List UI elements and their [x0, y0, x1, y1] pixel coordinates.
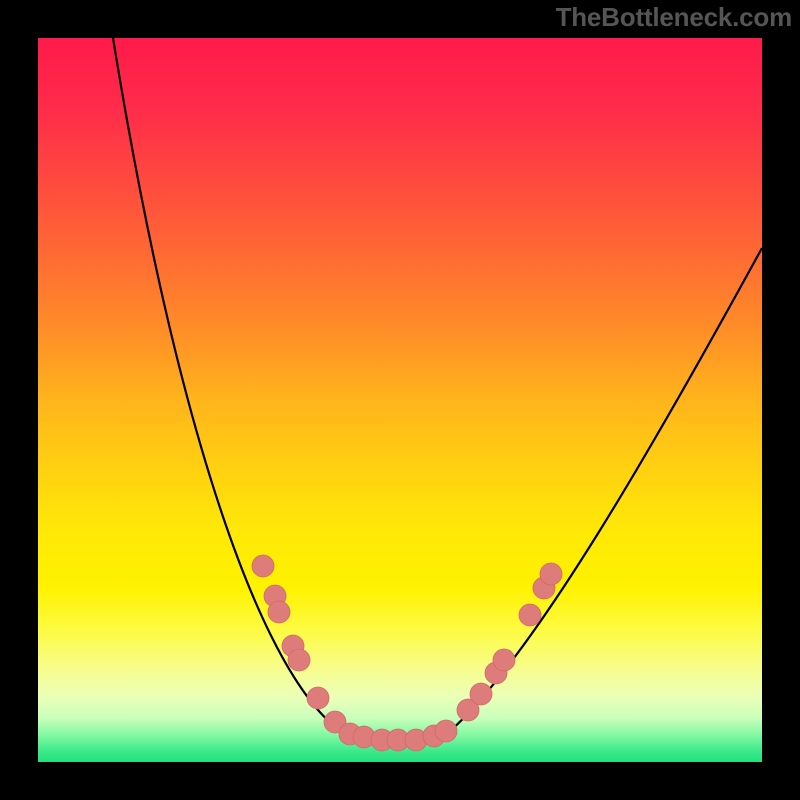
- data-marker: [519, 604, 541, 626]
- watermark-text: TheBottleneck.com: [556, 2, 792, 33]
- data-marker: [435, 720, 457, 742]
- data-marker: [540, 563, 562, 585]
- chart-frame: TheBottleneck.com: [0, 0, 800, 800]
- gradient-background: [38, 38, 762, 762]
- data-marker: [307, 687, 329, 709]
- chart-svg: [38, 38, 762, 762]
- data-marker: [252, 555, 274, 577]
- data-marker: [288, 649, 310, 671]
- data-marker: [493, 649, 515, 671]
- plot-area: [38, 38, 762, 762]
- data-marker: [268, 601, 290, 623]
- data-marker: [470, 683, 492, 705]
